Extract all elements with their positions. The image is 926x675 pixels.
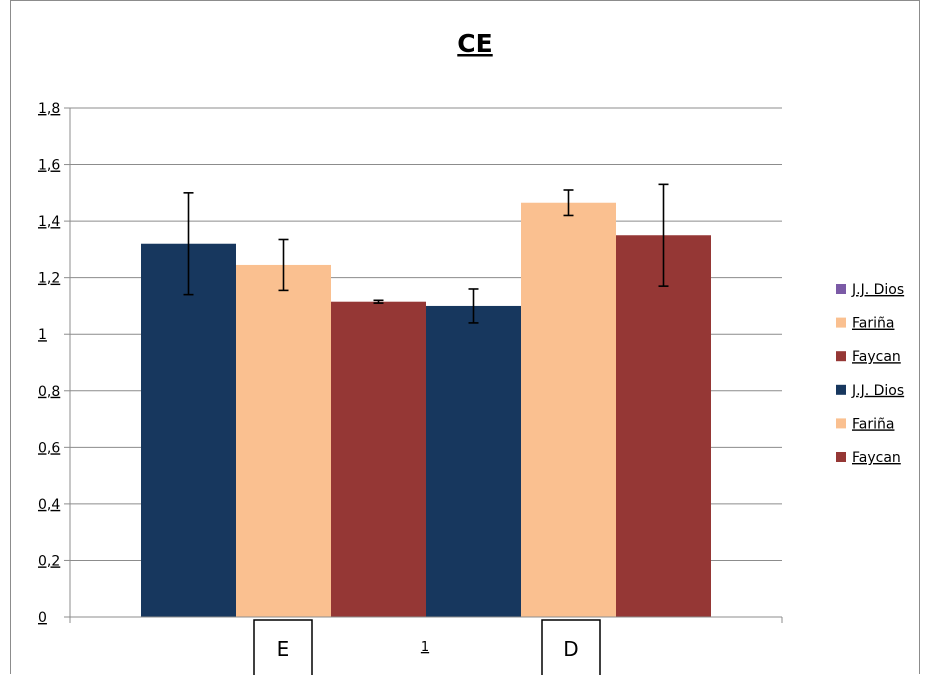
- y-tick-label: 1,2: [38, 271, 60, 287]
- legend-swatch: [836, 284, 846, 294]
- bar: [426, 305, 521, 617]
- y-tick-label: 0: [38, 610, 47, 626]
- legend-label: Fariña: [852, 416, 894, 432]
- y-tick-label: 0,4: [38, 497, 60, 513]
- y-tick-label: 1,4: [38, 214, 60, 230]
- bar: [521, 202, 616, 617]
- annotation-label: E: [277, 637, 290, 661]
- y-tick-label: 0,6: [38, 440, 60, 456]
- annotation-box: [253, 619, 313, 675]
- chart-frame: [10, 0, 920, 674]
- legend-label: Fariña: [852, 316, 894, 332]
- y-tick-label: 1,6: [38, 158, 60, 174]
- legend-swatch: [836, 452, 846, 462]
- legend-label: J.J. Dios: [851, 383, 904, 399]
- y-tick-label: 0,8: [38, 384, 60, 400]
- y-tick-label: 1,8: [38, 101, 60, 117]
- legend-label: J.J. Dios: [851, 282, 904, 298]
- axes: 0 0,2 0,4 0,6 0,8 1 1,2 1,4 1,6 1,8 1: [38, 101, 783, 655]
- legend-label: Faycan: [852, 349, 901, 365]
- y-tick-label: 1: [38, 327, 47, 343]
- annotation-box: [541, 619, 601, 675]
- legend-label: Faycan: [852, 450, 901, 466]
- y-tick-label: 0,2: [38, 553, 60, 569]
- bar: [616, 235, 711, 617]
- bar: [236, 264, 331, 617]
- legend-swatch: [836, 351, 846, 362]
- x-tick-label: 1: [421, 640, 429, 655]
- bars: [141, 202, 711, 617]
- legend-swatch: [836, 418, 846, 429]
- legend-swatch: [836, 317, 846, 328]
- chart-title: CE: [457, 29, 492, 58]
- legend-swatch: [836, 384, 846, 395]
- legend: J.J. Dios Fariña Faycan J.J. Dios Fariña Fayc…: [836, 282, 904, 466]
- bar: [141, 243, 236, 617]
- bar: [331, 301, 426, 617]
- error-bars: [183, 183, 669, 324]
- annotation-label: D: [563, 637, 578, 661]
